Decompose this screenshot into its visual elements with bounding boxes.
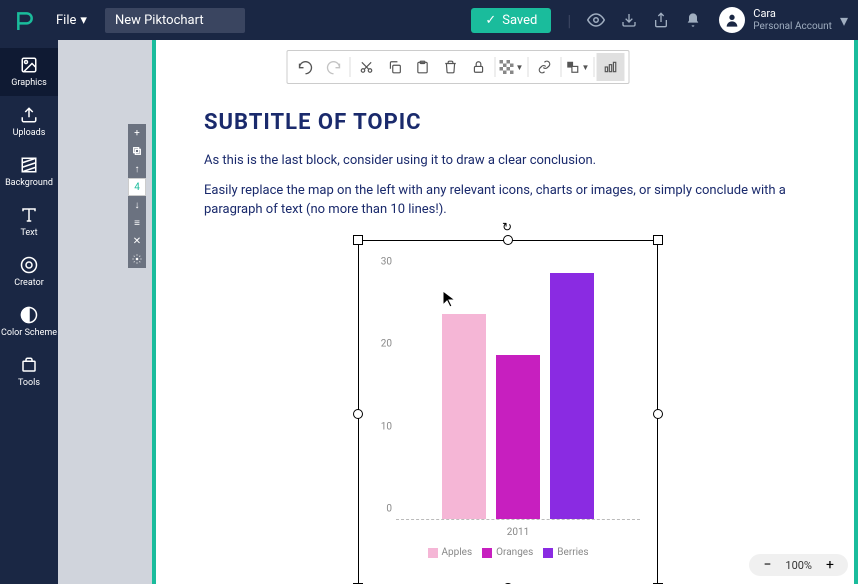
block-clone-button[interactable] — [128, 142, 146, 160]
subtitle-text[interactable]: SUBTITLE OF TOPIC — [204, 110, 806, 135]
sidenav-uploads[interactable]: Uploads — [0, 98, 58, 146]
bar-berries — [550, 273, 594, 519]
copy-button[interactable] — [381, 53, 409, 81]
chevron-down-icon: ▾ — [80, 13, 87, 28]
resize-handle-tl[interactable] — [353, 235, 363, 245]
bar-apples — [442, 314, 486, 519]
redo-button[interactable] — [320, 53, 348, 81]
edit-chart-button[interactable] — [597, 53, 625, 81]
legend-swatch — [428, 548, 438, 558]
resize-handle-ml[interactable] — [353, 409, 363, 419]
zoom-control: − 100% + — [749, 554, 848, 576]
file-menu-label: File — [56, 13, 76, 28]
chart-x-label: 2011 — [396, 527, 640, 538]
resize-handle-tr[interactable] — [653, 235, 663, 245]
bar-chart: 0 10 20 30 2011 Apples Oranges Berries — [366, 248, 650, 570]
top-icon-group: | — [567, 11, 701, 30]
check-icon: ✓ — [485, 13, 496, 28]
rotate-handle-icon[interactable]: ↻ — [502, 220, 512, 234]
chevron-down-icon: ▼ — [516, 63, 524, 72]
legend-item: Apples — [428, 547, 473, 558]
app-logo[interactable] — [10, 5, 40, 35]
resize-handle-mr[interactable] — [653, 409, 663, 419]
bell-icon[interactable] — [685, 12, 701, 28]
lock-button[interactable] — [465, 53, 493, 81]
selected-chart-object[interactable]: ↻ 0102030 2011 ApplesOrangesBerries — [358, 240, 658, 584]
resize-handle-tm[interactable] — [503, 235, 513, 245]
file-menu[interactable]: File ▾ — [48, 9, 95, 32]
legend-swatch — [543, 548, 553, 558]
block-delete-button[interactable]: ✕ — [128, 232, 146, 250]
user-block[interactable]: Cara Personal Account — [753, 7, 832, 32]
preview-icon[interactable] — [587, 11, 605, 29]
opacity-button[interactable]: ▼ — [498, 53, 526, 81]
y-tick: 20 — [381, 339, 392, 350]
sidenav-color-scheme[interactable]: Color Scheme — [0, 298, 58, 346]
chart-plot-area — [396, 273, 640, 520]
block-resize-button[interactable]: ≡ — [128, 214, 146, 232]
legend-item: Berries — [543, 547, 588, 558]
y-tick: 0 — [386, 504, 392, 515]
sidenav-tools[interactable]: Tools — [0, 348, 58, 396]
saved-button[interactable]: ✓ Saved — [471, 8, 551, 33]
zoom-out-button[interactable]: − — [759, 557, 775, 573]
block-settings-button[interactable] — [128, 250, 146, 268]
context-toolbar: ▼ ▼ — [287, 50, 630, 84]
saved-label: Saved — [502, 13, 537, 28]
paste-button[interactable] — [409, 53, 437, 81]
chart-legend: Apples Oranges Berries — [366, 547, 650, 558]
chart-y-axis: 0102030 — [366, 273, 396, 520]
block-move-up-button[interactable]: ↑ — [128, 160, 146, 178]
cut-button[interactable] — [353, 53, 381, 81]
sidenav-text[interactable]: Text — [0, 198, 58, 246]
account-type: Personal Account — [753, 21, 832, 33]
legend-item: Oranges — [482, 547, 533, 558]
body-paragraph-1[interactable]: As this is the last block, consider usin… — [204, 151, 806, 171]
undo-button[interactable] — [292, 53, 320, 81]
sidenav-background[interactable]: Background — [0, 148, 58, 196]
delete-button[interactable] — [437, 53, 465, 81]
legend-swatch — [482, 548, 492, 558]
side-nav: Graphics Uploads Background Text Creator… — [0, 40, 58, 584]
block-page-number[interactable]: 4 — [128, 178, 146, 196]
account-chevron-icon[interactable]: ▾ — [840, 11, 848, 30]
zoom-level: 100% — [785, 559, 812, 572]
top-bar: File ▾ ✓ Saved | Cara Personal Account ▾ — [0, 0, 858, 40]
divider: | — [567, 11, 571, 30]
canvas-area: ▼ ▼ + ↑ 4 ↓ ≡ ✕ SUBTITLE OF TOPIC As thi… — [58, 40, 858, 584]
y-tick: 30 — [381, 257, 392, 268]
chevron-down-icon: ▼ — [582, 63, 590, 72]
y-tick: 10 — [381, 421, 392, 432]
block-tools: + ↑ 4 ↓ ≡ ✕ — [128, 124, 146, 268]
block-move-down-button[interactable]: ↓ — [128, 196, 146, 214]
share-icon[interactable] — [653, 12, 669, 28]
sidenav-graphics[interactable]: Graphics — [0, 48, 58, 96]
block-add-button[interactable]: + — [128, 124, 146, 142]
link-button[interactable] — [531, 53, 559, 81]
arrange-button[interactable]: ▼ — [564, 53, 592, 81]
zoom-in-button[interactable]: + — [822, 557, 838, 573]
user-name: Cara — [753, 7, 832, 20]
download-icon[interactable] — [621, 12, 637, 28]
body-paragraph-2[interactable]: Easily replace the map on the left with … — [204, 181, 806, 220]
document-title-input[interactable] — [105, 8, 245, 33]
user-avatar[interactable] — [719, 7, 745, 33]
sidenav-creator[interactable]: Creator — [0, 248, 58, 296]
bar-oranges — [496, 355, 540, 519]
cursor-icon — [442, 290, 456, 308]
